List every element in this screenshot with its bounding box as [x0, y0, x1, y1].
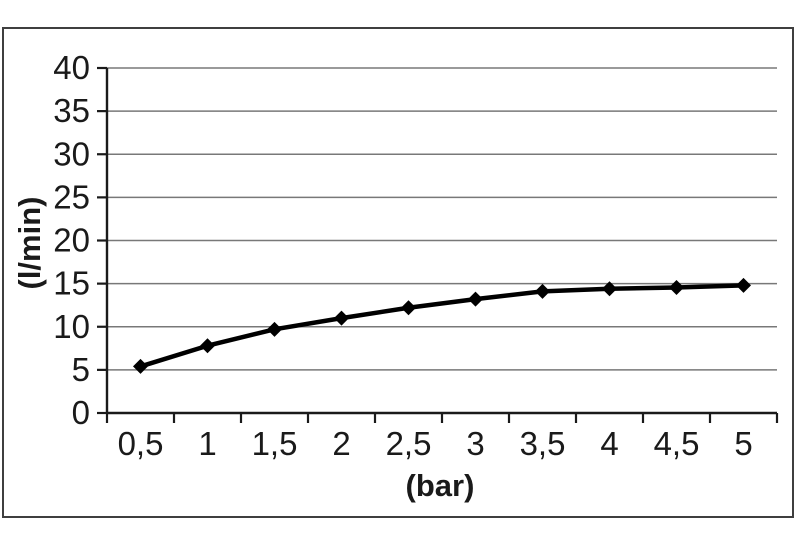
x-tick-label: 2 [332, 425, 350, 462]
data-point-marker [468, 291, 483, 307]
x-tick-label: 3,5 [520, 425, 566, 462]
y-axis-title: (l/min) [12, 196, 47, 290]
y-tick-label: 5 [72, 351, 90, 388]
data-point-marker [401, 300, 416, 316]
x-tick-label: 4,5 [654, 425, 700, 462]
y-tick-label: 35 [53, 92, 90, 129]
x-tick-label: 0,5 [118, 425, 164, 462]
x-tick-label: 3 [466, 425, 484, 462]
flow-series-line [138, 283, 746, 369]
y-tick-label: 25 [53, 178, 90, 215]
data-point-marker [602, 281, 617, 297]
x-tick-label: 4 [600, 425, 618, 462]
y-tick-label: 30 [53, 135, 90, 172]
y-tick-label: 20 [53, 222, 90, 259]
y-tick-label: 0 [72, 394, 90, 431]
y-tick-label: 15 [53, 265, 90, 302]
x-tick-label: 1,5 [252, 425, 298, 462]
x-tick-label: 2,5 [386, 425, 432, 462]
data-point-marker [736, 277, 751, 293]
data-point-marker [334, 310, 349, 326]
data-point-marker [535, 283, 550, 299]
x-axis-title: (bar) [405, 468, 475, 503]
chart-frame [2, 27, 794, 518]
data-point-marker [267, 321, 282, 337]
x-tick-label: 1 [198, 425, 216, 462]
data-point-marker [200, 338, 215, 354]
data-point-marker [133, 358, 148, 374]
y-tick-label: 40 [53, 49, 90, 86]
x-tick-label: 5 [734, 425, 752, 462]
data-point-marker [669, 280, 684, 296]
y-tick-label: 10 [53, 308, 90, 345]
